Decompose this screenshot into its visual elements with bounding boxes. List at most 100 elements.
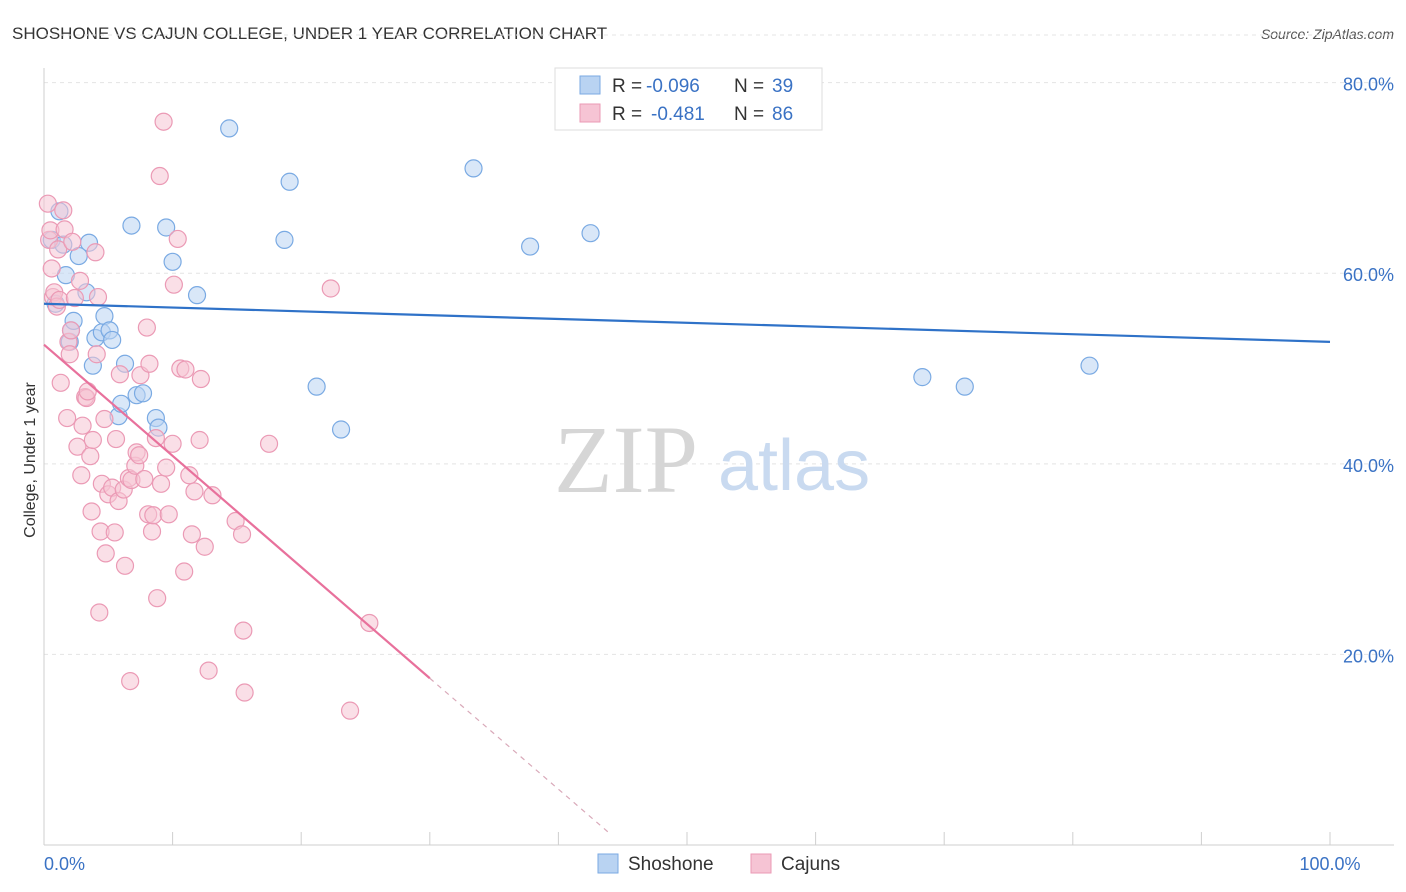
x-tick-label: 0.0%	[44, 854, 85, 874]
y-tick-label: 20.0%	[1343, 646, 1394, 666]
point-shoshone	[163, 252, 182, 271]
watermark-atlas: atlas	[718, 426, 870, 506]
point-cajuns	[60, 345, 79, 364]
point-cajuns	[78, 382, 97, 401]
stats-legend-n-label-1: N =	[734, 76, 764, 97]
point-cajuns	[54, 201, 73, 220]
data-points	[38, 112, 1099, 720]
trend-line-shoshone	[43, 302, 1331, 343]
stats-legend-n-cajuns: 86	[772, 104, 793, 125]
stats-legend-n-shoshone: 39	[772, 76, 793, 97]
point-shoshone	[307, 377, 326, 396]
point-shoshone	[122, 216, 141, 235]
point-cajuns	[164, 275, 183, 294]
point-cajuns	[115, 556, 135, 575]
point-cajuns	[176, 360, 195, 379]
point-cajuns	[95, 409, 114, 429]
point-cajuns	[154, 112, 173, 131]
point-cajuns	[157, 458, 176, 477]
point-shoshone	[1080, 356, 1099, 375]
point-shoshone	[275, 230, 294, 249]
point-cajuns	[96, 544, 115, 563]
point-cajuns	[61, 321, 81, 340]
series-legend-swatch-shoshone	[597, 853, 619, 874]
point-shoshone	[133, 384, 153, 403]
series-legend-label-shoshone: Shoshone	[628, 854, 714, 875]
y-axis-label: College, Under 1 year	[22, 382, 39, 538]
point-cajuns	[175, 562, 194, 581]
x-tick-label: 100.0%	[1299, 854, 1360, 874]
point-shoshone	[280, 172, 299, 191]
point-shoshone	[220, 119, 239, 138]
point-cajuns	[106, 429, 126, 449]
point-cajuns	[182, 525, 201, 544]
stats-legend-swatch-cajuns	[579, 103, 601, 123]
point-cajuns	[137, 318, 156, 337]
point-cajuns	[70, 271, 90, 290]
point-cajuns	[190, 430, 209, 450]
point-cajuns	[360, 613, 379, 633]
watermark: ZIP atlas	[554, 406, 870, 513]
point-cajuns	[87, 345, 106, 364]
point-cajuns	[65, 288, 84, 308]
point-cajuns	[58, 408, 77, 428]
trend-lines	[43, 302, 1331, 835]
point-cajuns	[168, 229, 187, 249]
stats-legend-r-cajuns: -0.481	[651, 104, 705, 125]
point-cajuns	[83, 430, 102, 450]
point-cajuns	[82, 502, 101, 521]
point-cajuns	[88, 287, 108, 307]
point-cajuns	[191, 369, 210, 389]
point-cajuns	[234, 621, 253, 640]
series-legend: Shoshone Cajuns	[597, 853, 840, 875]
stats-legend-r-shoshone: -0.096	[646, 76, 700, 97]
point-shoshone	[581, 224, 600, 243]
point-cajuns	[144, 506, 163, 525]
point-shoshone	[913, 368, 932, 387]
series-legend-swatch-cajuns	[750, 853, 772, 874]
point-cajuns	[340, 701, 360, 720]
point-cajuns	[68, 437, 87, 456]
point-cajuns	[235, 683, 254, 702]
point-cajuns	[86, 243, 105, 262]
point-cajuns	[150, 166, 169, 186]
point-cajuns	[81, 447, 100, 466]
point-shoshone	[103, 330, 122, 350]
point-cajuns	[49, 240, 68, 259]
x-tick-labels: 0.0% 100.0%	[44, 854, 1361, 874]
point-cajuns	[73, 416, 92, 435]
chart-title: SHOSHONE VS CAJUN COLLEGE, UNDER 1 YEAR …	[12, 24, 607, 43]
stats-legend-r-label-1: R =	[612, 76, 642, 97]
point-cajuns	[42, 259, 61, 278]
point-shoshone	[521, 237, 540, 256]
point-shoshone	[331, 420, 351, 439]
point-shoshone	[187, 286, 207, 305]
point-cajuns	[105, 523, 124, 542]
watermark-zip: ZIP	[554, 406, 698, 513]
point-shoshone	[112, 394, 131, 413]
trend-line-cajuns	[43, 343, 431, 680]
point-cajuns	[50, 290, 69, 310]
point-cajuns	[51, 373, 70, 392]
point-cajuns	[203, 486, 222, 505]
stats-legend-r-label-2: R =	[612, 104, 642, 125]
point-cajuns	[90, 603, 109, 622]
point-cajuns	[140, 354, 159, 373]
point-cajuns	[195, 537, 214, 556]
point-cajuns	[232, 525, 252, 544]
point-cajuns	[38, 194, 57, 213]
point-shoshone	[464, 159, 483, 178]
x-tick-marks	[172, 832, 1331, 845]
y-tick-label: 80.0%	[1343, 75, 1394, 95]
series-legend-label-cajuns: Cajuns	[781, 854, 840, 875]
point-cajuns	[135, 469, 154, 489]
point-cajuns	[142, 522, 162, 541]
point-cajuns	[199, 661, 218, 680]
y-tick-labels: 20.0% 40.0% 60.0% 80.0%	[1343, 75, 1394, 667]
trend-line-extension-cajuns	[429, 677, 611, 835]
point-cajuns	[148, 589, 167, 608]
stats-legend-n-label-2: N =	[734, 104, 764, 125]
point-cajuns	[185, 482, 204, 501]
y-tick-label: 40.0%	[1343, 456, 1394, 476]
